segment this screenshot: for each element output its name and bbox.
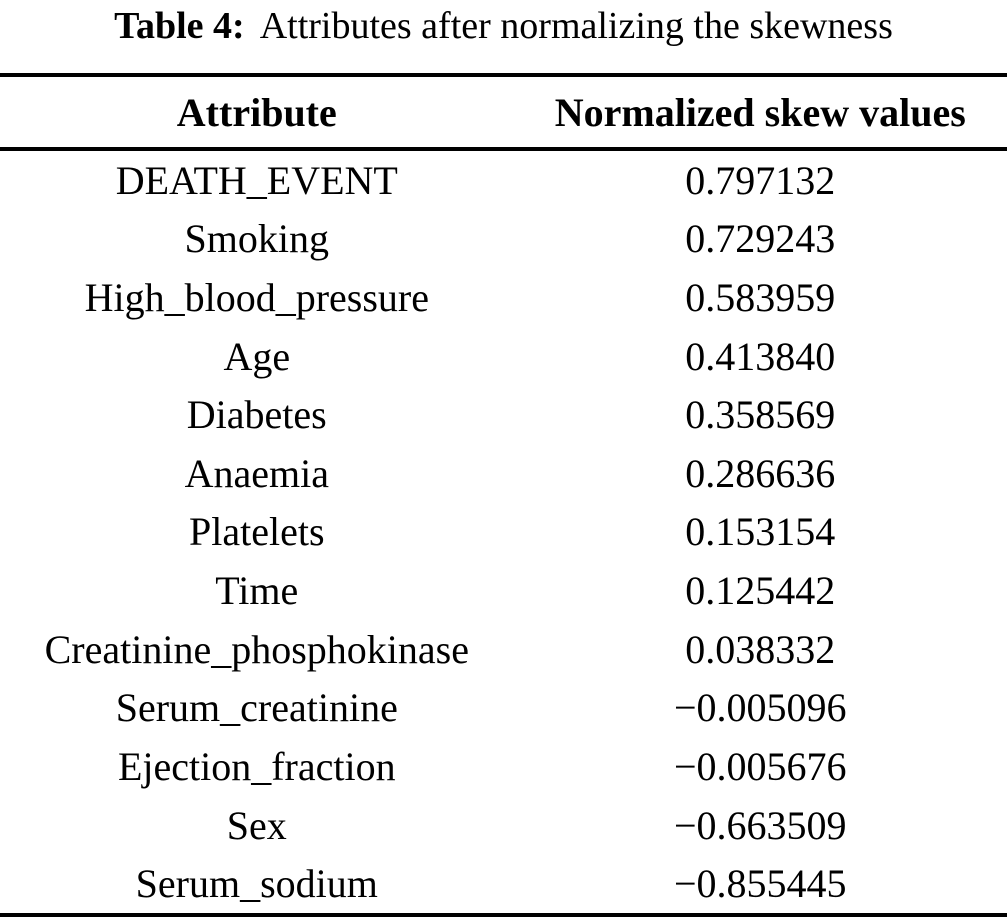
table-caption-label: Table 4:	[114, 5, 245, 47]
table-header-rule	[0, 147, 1007, 151]
table-row: Serum_creatinine −0.005096	[0, 678, 1007, 737]
attribute-cell: Anaemia	[184, 450, 329, 496]
attribute-cell: Creatinine_phosphokinase	[44, 626, 469, 672]
skew-value-cell: −0.663509	[673, 802, 847, 848]
skew-value-cell: −0.005676	[673, 743, 847, 789]
column-header-attribute: Attribute	[176, 89, 337, 135]
skew-value-cell: 0.797132	[685, 157, 836, 203]
table-row: Smoking 0.729243	[0, 210, 1007, 269]
skew-value-cell: 0.358569	[685, 392, 836, 438]
column-header-normalized-skew-values: Normalized skew values	[554, 89, 966, 135]
attribute-cell: Platelets	[189, 509, 325, 555]
table-row: Creatinine_phosphokinase 0.038332	[0, 620, 1007, 679]
table-row: Platelets 0.153154	[0, 503, 1007, 562]
attribute-cell: Diabetes	[186, 392, 327, 438]
skew-value-cell: −0.855445	[673, 861, 847, 907]
skew-value-cell: 0.038332	[685, 626, 836, 672]
table-body: DEATH_EVENT 0.797132 Smoking 0.729243 High_b…	[0, 151, 1007, 913]
table-caption-text: Attributes after normalizing the skewnes…	[259, 5, 893, 47]
skew-value-cell: 0.286636	[685, 450, 836, 496]
table-bottom-rule	[0, 913, 1007, 917]
attribute-cell: Serum_creatinine	[115, 685, 398, 731]
attribute-cell: Sex	[226, 802, 287, 848]
skew-value-cell: 0.583959	[685, 275, 836, 321]
attribute-cell: High_blood_pressure	[84, 275, 429, 321]
table-top-rule	[0, 73, 1007, 77]
skew-value-cell: −0.005096	[673, 685, 847, 731]
skew-value-cell: 0.153154	[685, 509, 836, 555]
table-row: Sex −0.663509	[0, 796, 1007, 855]
attribute-cell: Smoking	[184, 216, 330, 262]
skew-value-cell: 0.413840	[685, 333, 836, 379]
attribute-cell: Serum_sodium	[135, 861, 378, 907]
table-row: Diabetes 0.358569	[0, 385, 1007, 444]
skew-value-cell: 0.125442	[685, 568, 836, 614]
table-row: Time 0.125442	[0, 561, 1007, 620]
table-row: DEATH_EVENT 0.797132	[0, 151, 1007, 210]
table-row: Serum_sodium −0.855445	[0, 854, 1007, 913]
table-row: Anaemia 0.286636	[0, 444, 1007, 503]
attribute-cell: Time	[215, 568, 299, 614]
attribute-cell: Ejection_fraction	[117, 743, 396, 789]
table-row: Ejection_fraction −0.005676	[0, 737, 1007, 796]
table-header-row: Attribute Normalized skew values	[0, 77, 1007, 147]
table-row: High_blood_pressure 0.583959	[0, 268, 1007, 327]
table-row: Age 0.413840	[0, 327, 1007, 386]
attribute-cell: DEATH_EVENT	[115, 157, 398, 203]
skew-value-cell: 0.729243	[685, 216, 836, 262]
table-caption: Table 4: Attributes after normalizing th…	[0, 0, 1007, 73]
attribute-cell: Age	[223, 333, 291, 379]
